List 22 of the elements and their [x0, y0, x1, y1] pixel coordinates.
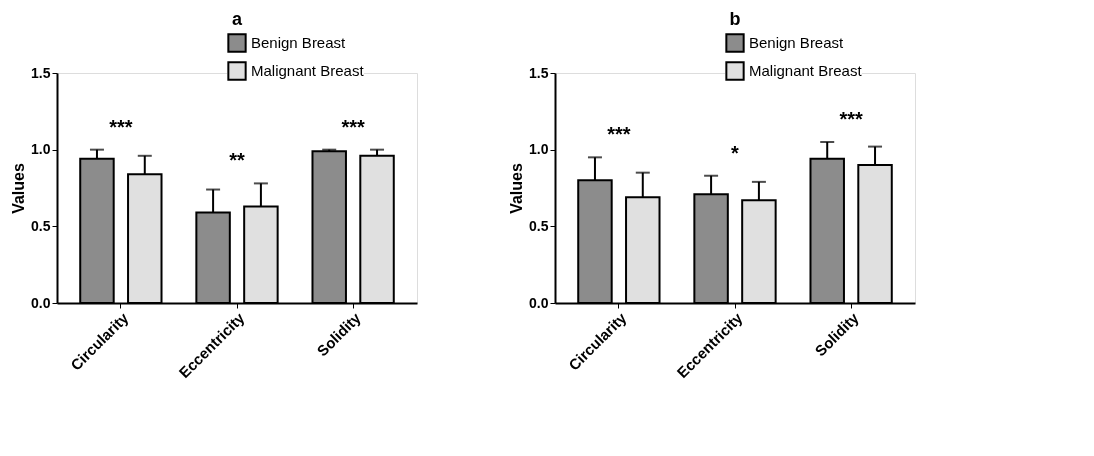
annotation: *: [731, 141, 740, 164]
legend-label: Benign Breast: [251, 34, 347, 51]
chart-title: b: [729, 9, 741, 29]
legend-label: Malignant Breast: [749, 62, 863, 79]
y-tick-label: 1.0: [529, 141, 549, 158]
chart-title: a: [231, 9, 243, 29]
y-tick-label: 1.5: [529, 64, 549, 81]
annotation: ***: [341, 115, 366, 138]
y-tick-label: 0.0: [529, 294, 549, 311]
y-axis-title: Values: [508, 163, 526, 214]
y-axis-title: Values: [10, 163, 28, 214]
y-tick-label: 0.5: [31, 217, 51, 234]
legend-label: Benign Breast: [749, 34, 845, 51]
y-tick-label: 0.0: [31, 294, 51, 311]
legend-label: Malignant Breast: [251, 62, 365, 79]
annotation: ***: [607, 123, 631, 146]
annotation: **: [229, 149, 245, 172]
annotation: ***: [839, 108, 864, 130]
y-tick-label: 1.5: [31, 64, 51, 81]
annotation: ***: [109, 115, 133, 138]
y-tick-label: 1.0: [31, 141, 51, 158]
y-tick-label: 0.5: [529, 217, 549, 234]
